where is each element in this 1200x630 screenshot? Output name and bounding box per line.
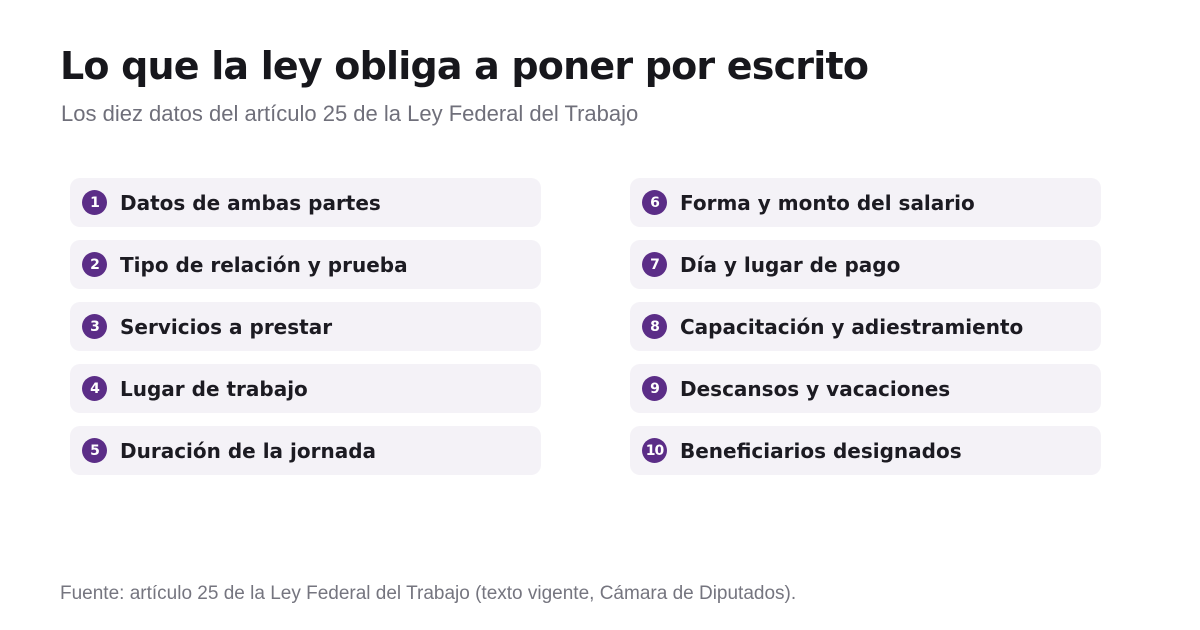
item-label: Tipo de relación y prueba [120, 252, 408, 277]
list-item: 5 Duración de la jornada [70, 426, 541, 475]
item-number-badge: 10 [642, 438, 667, 463]
item-number-badge: 6 [642, 190, 667, 215]
list-item: 6 Forma y monto del salario [630, 178, 1101, 227]
item-label: Lugar de trabajo [120, 376, 308, 401]
item-label: Servicios a prestar [120, 314, 333, 339]
requirements-list-left: 1 Datos de ambas partes 2 Tipo de relaci… [70, 178, 541, 488]
page-title: Lo que la ley obliga a poner por escrito [60, 44, 869, 88]
list-item: 3 Servicios a prestar [70, 302, 541, 351]
item-label: Capacitación y adiestramiento [680, 314, 1024, 339]
item-label: Día y lugar de pago [680, 252, 901, 277]
item-number-badge: 3 [82, 314, 107, 339]
item-number-badge: 4 [82, 376, 107, 401]
list-item: 1 Datos de ambas partes [70, 178, 541, 227]
item-label: Duración de la jornada [120, 438, 377, 463]
item-number-badge: 8 [642, 314, 667, 339]
item-label: Descansos y vacaciones [680, 376, 951, 401]
list-item: 10 Beneficiarios designados [630, 426, 1101, 475]
item-number-badge: 9 [642, 376, 667, 401]
item-number-badge: 1 [82, 190, 107, 215]
list-item: 9 Descansos y vacaciones [630, 364, 1101, 413]
item-label: Forma y monto del salario [680, 190, 975, 215]
source-note: Fuente: artículo 25 de la Ley Federal de… [60, 583, 797, 604]
list-item: 4 Lugar de trabajo [70, 364, 541, 413]
list-item: 7 Día y lugar de pago [630, 240, 1101, 289]
page-subtitle: Los diez datos del artículo 25 de la Ley… [61, 101, 639, 126]
list-item: 2 Tipo de relación y prueba [70, 240, 541, 289]
item-number-badge: 2 [82, 252, 107, 277]
item-number-badge: 7 [642, 252, 667, 277]
requirements-list-right: 6 Forma y monto del salario 7 Día y luga… [630, 178, 1101, 488]
item-label: Datos de ambas partes [120, 190, 381, 215]
item-number-badge: 5 [82, 438, 107, 463]
item-label: Beneficiarios designados [680, 438, 962, 463]
list-item: 8 Capacitación y adiestramiento [630, 302, 1101, 351]
